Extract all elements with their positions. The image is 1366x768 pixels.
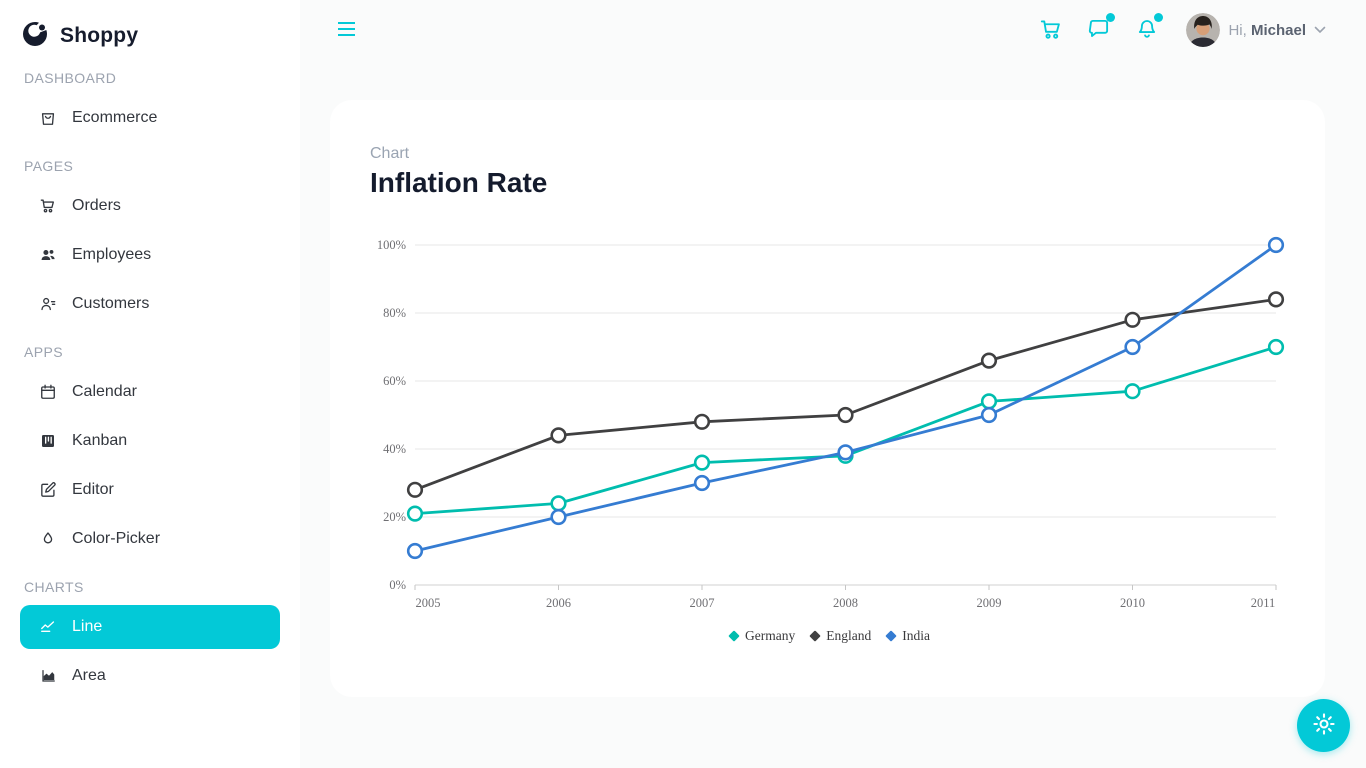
sidebar-item-label: Editor — [72, 481, 114, 498]
sidebar-section-label: DASHBOARD — [24, 70, 117, 86]
sidebar-section-label: CHARTS — [24, 579, 84, 595]
sidebar-item-calendar[interactable]: Calendar — [20, 370, 280, 414]
legend-item-india[interactable]: India — [885, 628, 930, 644]
sidebar-item-customers[interactable]: Customers — [20, 282, 280, 326]
svg-text:2010: 2010 — [1120, 596, 1145, 610]
svg-text:60%: 60% — [383, 374, 406, 388]
svg-text:40%: 40% — [383, 442, 406, 456]
chart-legend: Germany England India — [370, 628, 1290, 644]
sidebar-item-label: Employees — [72, 246, 152, 263]
sidebar-item-label: Ecommerce — [72, 109, 158, 126]
legend-marker — [728, 630, 740, 642]
legend-label: England — [826, 628, 872, 643]
card-category: Chart — [370, 145, 410, 162]
chat-icon — [1086, 19, 1112, 45]
legend-label: Germany — [745, 628, 796, 643]
svg-text:0%: 0% — [389, 578, 406, 592]
legend-item-germany[interactable]: Germany — [728, 628, 796, 644]
cart-button[interactable] — [1032, 10, 1070, 51]
sidebar-item-ecommerce[interactable]: Ecommerce — [20, 96, 280, 140]
chat-badge — [1106, 12, 1116, 22]
sidebar-item-label: Line — [72, 618, 103, 635]
username: Michael — [1250, 21, 1306, 39]
sidebar-item-label: Orders — [72, 197, 121, 214]
kanban-icon — [38, 431, 58, 451]
main-content: Hi, Michael Chart Inflation Rate 0% 20% 40… — [300, 0, 1366, 768]
line-chart-icon — [38, 617, 58, 637]
menu-toggle-button[interactable] — [333, 17, 360, 44]
legend-label: India — [902, 628, 930, 643]
customers-icon — [38, 294, 58, 314]
legend-item-england[interactable]: England — [809, 628, 872, 644]
shopping-bag-icon — [38, 108, 58, 128]
app-logo[interactable]: Shoppy — [0, 0, 300, 52]
sidebar-item-label: Customers — [72, 295, 150, 312]
inflation-line-chart: 0% 20% 40% 60% 80% 100% 2005 2006 2007 2008 2009 20… — [377, 236, 1285, 610]
sidebar-item-label: Calendar — [72, 383, 137, 400]
sidebar-item-employees[interactable]: Employees — [20, 233, 280, 277]
app-name: Shoppy — [60, 24, 139, 47]
sidebar-item-area[interactable]: Area — [20, 654, 280, 698]
sidebar-item-label: Kanban — [72, 432, 128, 449]
topbar-actions: Hi, Michael — [1022, 9, 1332, 51]
area-chart-icon — [38, 666, 58, 686]
notification-badge — [1154, 12, 1164, 22]
sidebar-nav: DASHBOARD Ecommerce PAGES Orders Employees Cu… — [0, 70, 300, 698]
sidebar-item-label: Color-Picker — [72, 530, 161, 547]
sidebar-item-label: Area — [72, 667, 106, 684]
notification-button[interactable] — [1128, 10, 1166, 51]
sidebar-item-kanban[interactable]: Kanban — [20, 419, 280, 463]
chat-button[interactable] — [1080, 10, 1118, 51]
sidebar-section-label: PAGES — [24, 158, 74, 174]
sidebar-item-orders[interactable]: Orders — [20, 184, 280, 228]
sidebar-item-editor[interactable]: Editor — [20, 468, 280, 512]
sidebar: Shoppy DASHBOARD Ecommerce PAGES Orders Empl… — [0, 0, 300, 768]
topbar: Hi, Michael — [300, 0, 1366, 60]
sidebar-item-color-picker[interactable]: Color-Picker — [20, 517, 280, 561]
legend-marker — [885, 630, 897, 642]
page-title: Inflation Rate — [370, 167, 548, 198]
shoppy-logo-icon — [22, 21, 48, 52]
svg-text:2009: 2009 — [977, 596, 1002, 610]
employees-icon — [38, 245, 58, 265]
svg-text:80%: 80% — [383, 306, 406, 320]
svg-text:2008: 2008 — [833, 596, 858, 610]
chevron-down-icon — [1314, 21, 1326, 39]
svg-text:2007: 2007 — [690, 596, 715, 610]
gear-icon — [1310, 710, 1338, 741]
settings-button[interactable] — [1297, 699, 1350, 752]
cart-icon — [1038, 19, 1064, 45]
svg-text:20%: 20% — [383, 510, 406, 524]
sidebar-section-label: APPS — [24, 344, 63, 360]
chart-card: Chart Inflation Rate 0% 20% 40% 60% 80% 100% 2… — [330, 100, 1325, 697]
color-picker-icon — [38, 529, 58, 549]
user-greeting: Hi, Michael — [1228, 21, 1306, 39]
editor-icon — [38, 480, 58, 500]
legend-marker — [809, 630, 821, 642]
svg-text:2005: 2005 — [416, 596, 441, 610]
svg-text:2006: 2006 — [546, 596, 571, 610]
user-profile-button[interactable]: Hi, Michael — [1180, 9, 1332, 51]
calendar-icon — [38, 382, 58, 402]
cart-icon — [38, 196, 58, 216]
chart-area: 0% 20% 40% 60% 80% 100% 2005 2006 2007 2008 2009 20… — [370, 231, 1285, 644]
sidebar-item-line[interactable]: Line — [20, 605, 280, 649]
bell-icon — [1134, 19, 1160, 45]
svg-text:100%: 100% — [377, 238, 406, 252]
svg-text:2011: 2011 — [1251, 596, 1276, 610]
avatar — [1186, 13, 1221, 47]
